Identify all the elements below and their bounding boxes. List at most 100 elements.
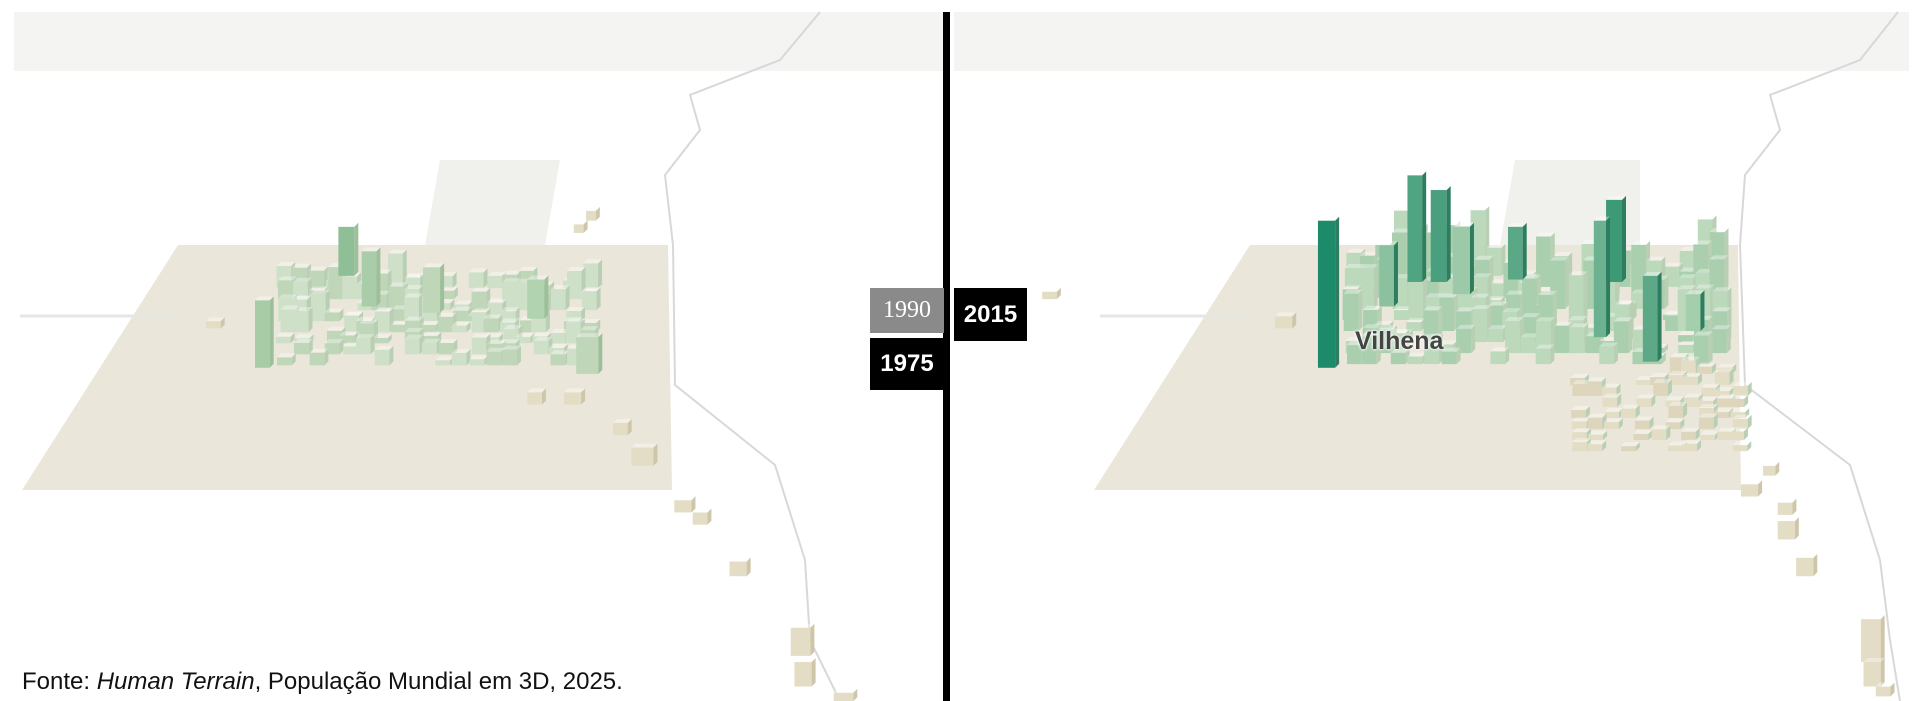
bar-face (1599, 347, 1614, 365)
bar-face (486, 352, 501, 366)
bar-face (1042, 292, 1057, 299)
bar-face (1778, 503, 1793, 515)
bar-face (309, 307, 313, 332)
city-label: Vilhena (1355, 327, 1443, 356)
bar-face (1490, 351, 1505, 364)
bar-face (674, 500, 691, 512)
bar-face (794, 662, 811, 687)
bar-face (1358, 290, 1362, 331)
bar-face (376, 247, 380, 306)
bar-face (1700, 290, 1704, 331)
bar-face (544, 276, 548, 319)
bar-face (487, 276, 502, 288)
bar-face (338, 227, 354, 276)
bar-face (277, 357, 292, 365)
bar-face (373, 338, 388, 343)
bar-face (1588, 418, 1603, 429)
bar-face (452, 353, 467, 365)
year-tag[interactable]: 1975 (870, 338, 944, 390)
bar-face (1374, 264, 1378, 309)
bar-face (294, 311, 309, 332)
bar-face (1678, 345, 1693, 353)
bar-face (276, 337, 291, 344)
bar-face (1709, 331, 1713, 364)
bar-face (1536, 349, 1551, 365)
source-suffix: , População Mundial em 3D, 2025. (255, 668, 623, 695)
bar-face (1664, 276, 1668, 309)
bar-face (1636, 380, 1651, 385)
bar-face (405, 339, 420, 355)
bar-face (1571, 410, 1586, 418)
bar-face (1604, 412, 1619, 418)
bar-face (1686, 294, 1701, 331)
bar-face (362, 251, 377, 306)
bar-face (1569, 327, 1584, 353)
bar-face (1471, 325, 1475, 353)
bar-face (270, 296, 274, 367)
year-tag[interactable]: 2015 (954, 288, 1027, 341)
bar-face (1594, 221, 1606, 337)
bar-face (1453, 227, 1470, 294)
bar-face (1587, 381, 1602, 396)
bar-face (576, 337, 598, 374)
bar-face (1572, 384, 1587, 396)
source-caption: Fonte: Human Terrain, População Mundial … (22, 668, 623, 696)
bar-face (1408, 277, 1423, 320)
bar-face (354, 223, 358, 276)
bar-face (534, 341, 549, 354)
bar-face (435, 360, 450, 365)
bar-face (597, 287, 601, 310)
bar-face (294, 343, 309, 354)
bar-face (483, 318, 498, 332)
bar-face (1275, 316, 1292, 328)
bar-face (1318, 221, 1335, 368)
bar-face (1447, 186, 1451, 282)
bar-face (1585, 336, 1600, 353)
bar-face (834, 693, 854, 701)
bar-face (1763, 466, 1775, 476)
bar-face (1668, 446, 1683, 452)
bar-face (1431, 190, 1447, 282)
bar-face (574, 224, 584, 233)
bar-face (810, 624, 814, 656)
bar-face (1864, 662, 1881, 687)
bar-face (1733, 445, 1748, 451)
bar-face (422, 343, 437, 355)
bar-face (1407, 175, 1422, 282)
bar-face (469, 272, 484, 288)
bar-face (1729, 399, 1744, 407)
bar-face (566, 285, 570, 310)
bar-face (527, 280, 544, 319)
bar-face (1712, 329, 1727, 353)
bar-face (1681, 432, 1696, 440)
source-work: Human Terrain (97, 668, 255, 695)
bar-face (1715, 372, 1730, 385)
bar-face (1668, 406, 1683, 418)
bar-face (1652, 429, 1667, 440)
bar-face (356, 338, 371, 354)
bar-face (1717, 398, 1732, 407)
bar-face (1796, 558, 1813, 576)
bar-face (1508, 227, 1523, 280)
road (1740, 12, 1900, 701)
bar-face (310, 353, 325, 366)
bar-face (1344, 294, 1359, 331)
bar-face (1565, 257, 1569, 309)
bar-face (423, 267, 440, 312)
bar-face (1442, 352, 1457, 364)
bar-face (438, 317, 453, 333)
bar-face (1572, 421, 1587, 429)
bar-face (325, 312, 340, 321)
bar-face (1345, 268, 1360, 287)
bar-face (1635, 421, 1650, 430)
bar-face (531, 316, 546, 332)
bar-face (439, 343, 454, 354)
bar-face (631, 447, 653, 465)
bar-face (1394, 241, 1398, 306)
bar-face (1701, 388, 1716, 396)
bar-face (1584, 271, 1588, 320)
bar-face (791, 624, 815, 628)
slider-divider[interactable] (943, 12, 950, 701)
bar-face (551, 289, 566, 310)
year-tag[interactable]: 1990 (870, 288, 944, 333)
